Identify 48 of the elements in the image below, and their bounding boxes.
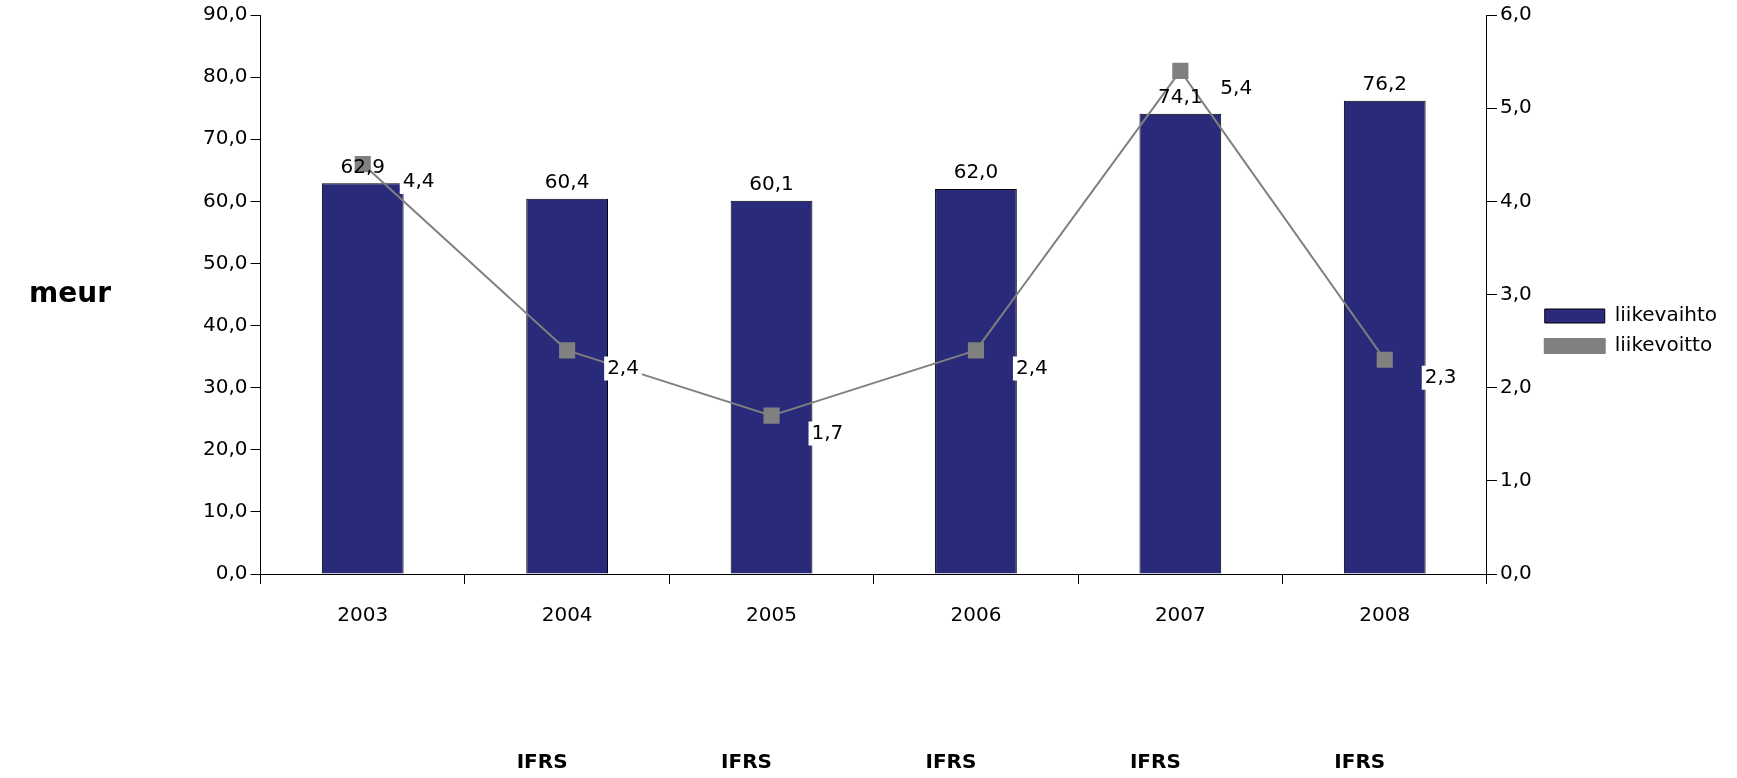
point <box>1172 62 1189 79</box>
x-tick-label: 2004 <box>541 602 593 627</box>
y2-tick-label: 1,0 <box>1499 467 1532 492</box>
text: IFRS <box>1129 749 1181 774</box>
data-label: 62,0 <box>953 159 999 184</box>
text: IFRS <box>516 749 568 774</box>
x-tick-label: 2007 <box>1154 602 1206 627</box>
y2-tick-label: 6,0 <box>1499 1 1532 26</box>
y-tick-label: 70,0 <box>203 125 248 150</box>
data-label: 5,4 <box>1220 75 1253 100</box>
y-tick-label: 40,0 <box>203 311 248 336</box>
legend-label: liikevaihto <box>1614 302 1717 327</box>
data-label: 4,4 <box>402 168 435 193</box>
y-tick-label: 60,0 <box>203 187 248 212</box>
data-label: 2,4 <box>1015 354 1048 379</box>
y2-tick-label: 3,0 <box>1499 280 1532 305</box>
point <box>763 407 780 424</box>
data-label: 60,4 <box>544 169 590 194</box>
point <box>967 342 985 359</box>
text: IFRS <box>925 749 977 774</box>
x-tick-label: 2006 <box>950 602 1002 627</box>
y2-tick-label: 5,0 <box>1499 94 1532 119</box>
y2-tick-label: 0,0 <box>1499 560 1532 585</box>
y-tick-label: 30,0 <box>203 373 248 398</box>
data-label: 60,1 <box>749 170 794 195</box>
y-tick-label: 10,0 <box>203 498 248 523</box>
data-label: 2,4 <box>607 354 639 379</box>
data-label: 74,1 <box>1158 83 1203 108</box>
data-label: 2,3 <box>1424 363 1457 388</box>
y-tick-label: 90,0 <box>203 1 248 26</box>
data-label: 62,9 <box>340 153 385 178</box>
point <box>559 342 576 359</box>
point <box>1376 351 1393 368</box>
y-axis-title: meur <box>29 275 112 309</box>
text: IFRS <box>1334 749 1386 774</box>
y2-tick-label: 4,0 <box>1499 187 1532 212</box>
x-tick-label: 2005 <box>746 602 797 627</box>
text: IFRS <box>721 749 772 774</box>
data-label: 1,7 <box>811 419 844 444</box>
y-tick-label: 0,0 <box>215 560 248 585</box>
y2-tick-label: 2,0 <box>1499 373 1532 398</box>
y-tick-label: 20,0 <box>203 435 248 460</box>
legend-label: liikevoitto <box>1614 332 1713 357</box>
x-tick-label: 2003 <box>337 602 389 627</box>
y-tick-label: 50,0 <box>203 249 248 274</box>
data-label: 76,2 <box>1362 70 1408 95</box>
y-tick-label: 80,0 <box>203 63 248 88</box>
x-tick-label: 2008 <box>1359 602 1411 627</box>
